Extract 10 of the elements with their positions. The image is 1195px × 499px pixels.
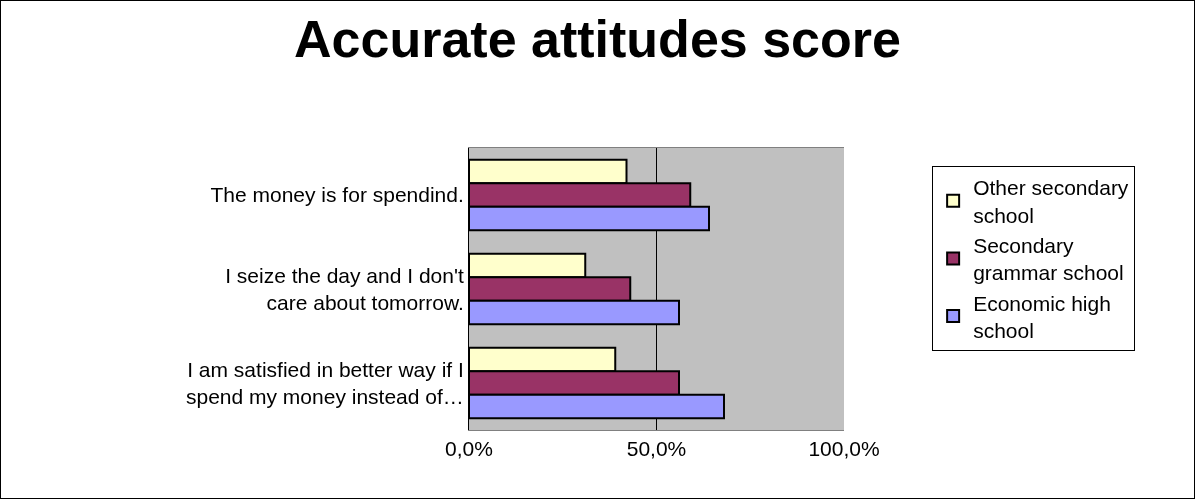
legend-label: Economic high school	[973, 291, 1111, 342]
x-tick-label: 50,0%	[626, 437, 687, 461]
legend-label: Other secondary school	[973, 176, 1129, 227]
y-tick-label: The money is for spendind.	[210, 183, 464, 207]
x-tick-label: 0,0%	[445, 437, 493, 461]
chart-title: Accurate attitudes score	[294, 10, 901, 69]
x-tick-label: 100,0%	[808, 437, 880, 461]
y-tick-label: I seize the day and I don't care about tomorrow.	[225, 263, 464, 314]
y-tick-label: I am satisfied in better way if I spend my money instead of…	[185, 357, 464, 408]
legend-label: Secondary grammar school	[973, 233, 1124, 285]
